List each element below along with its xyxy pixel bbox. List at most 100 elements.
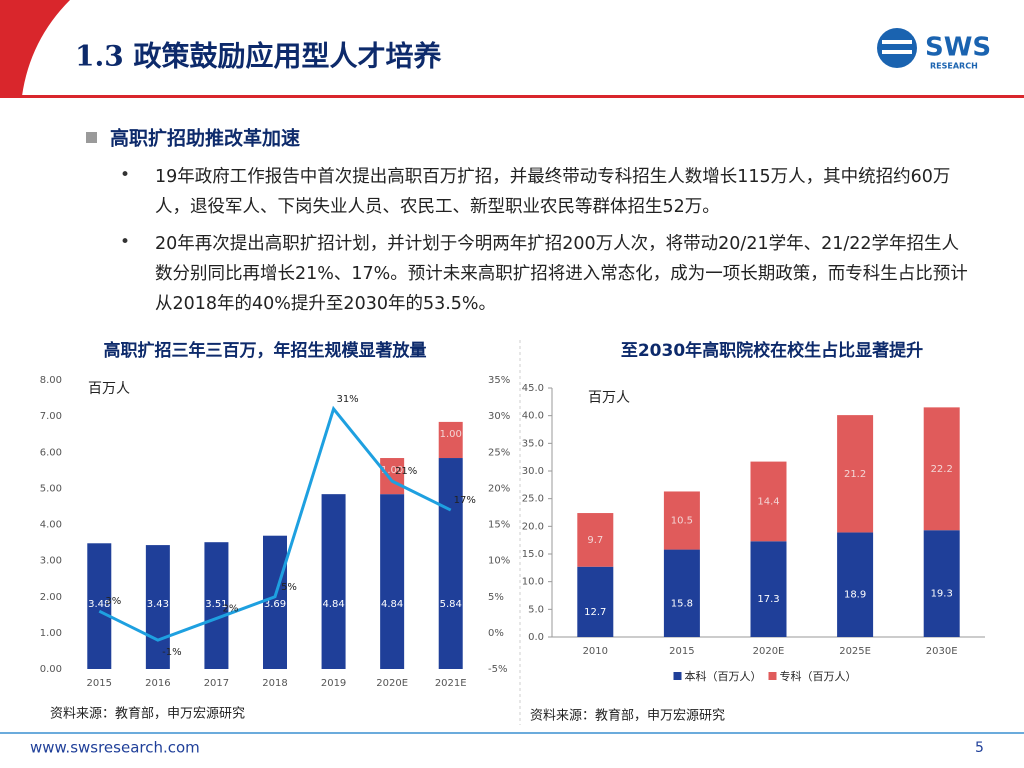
line-label: 21% <box>395 466 417 477</box>
chart-source: 资料来源：教育部，申万宏源研究 <box>50 706 245 722</box>
bar <box>321 494 346 669</box>
bar <box>145 545 170 669</box>
bar-label: 21.2 <box>844 469 866 480</box>
x-tick-label: 2020E <box>753 646 785 657</box>
bar-label: 3.48 <box>88 599 110 610</box>
page-number: 5 <box>975 740 984 756</box>
bar <box>750 541 787 637</box>
line-label: 31% <box>336 394 358 405</box>
y-tick-label: 3.00 <box>40 556 62 567</box>
y-tick-label: 25.0 <box>522 494 544 505</box>
bullet-text: 20年再次提出高职扩招计划，并计划于今明两年扩招200万人次，将带动20/21学… <box>155 234 968 314</box>
y2-tick-label: 10% <box>488 556 510 567</box>
legend-label: 专科（百万人） <box>780 669 857 683</box>
bullet-dot: • <box>120 232 131 252</box>
bar <box>663 549 700 637</box>
y2-tick-label: 25% <box>488 447 510 458</box>
legend-label: 本科（百万人） <box>685 669 762 683</box>
y2-tick-label: 0% <box>488 628 504 639</box>
bullet-text: 19年政府工作报告中首次提出高职百万扩招，并最终带动专科招生人数增长115万人，… <box>155 167 951 217</box>
x-tick-label: 2018 <box>262 678 287 689</box>
y-tick-label: 40.0 <box>522 411 544 422</box>
bar <box>438 421 463 459</box>
y-tick-label: 5.00 <box>40 483 62 494</box>
bar-label: 4.84 <box>322 599 344 610</box>
bar <box>663 491 700 550</box>
bar-label: 4.84 <box>381 599 403 610</box>
line-label: 17% <box>454 495 476 506</box>
x-tick-label: 2015 <box>87 678 112 689</box>
bar-label: 3.69 <box>264 599 286 610</box>
y2-tick-label: 5% <box>488 592 504 603</box>
header-accent <box>0 0 70 96</box>
legend-swatch <box>673 672 682 680</box>
y2-tick-label: 35% <box>488 375 510 386</box>
bar <box>204 542 229 669</box>
bar-label: 3.51 <box>205 599 227 610</box>
y-tick-label: 0.00 <box>40 664 62 675</box>
y-tick-label: 20.0 <box>522 521 544 532</box>
logo-stripe <box>882 40 912 44</box>
y-tick-label: 2.00 <box>40 592 62 603</box>
chart-source: 资料来源：教育部，申万宏源研究 <box>530 708 725 724</box>
bar-label: 18.9 <box>844 590 866 601</box>
unit-label: 百万人 <box>88 381 130 397</box>
bar-label: 1.00 <box>381 465 403 476</box>
bar-label: 9.7 <box>587 535 603 546</box>
footer-url: www.swsresearch.com <box>30 739 200 757</box>
x-tick-label: 2010 <box>583 646 608 657</box>
bar-label: 3.43 <box>147 599 169 610</box>
y2-tick-label: -5% <box>488 664 507 675</box>
bar-label: 22.2 <box>931 464 953 475</box>
line-label: 2% <box>222 603 238 614</box>
section-bullet <box>86 132 97 143</box>
bar-label: 17.3 <box>757 594 779 605</box>
x-tick-label: 2019 <box>321 678 346 689</box>
slide-title: 1.3 政策鼓励应用型人才培养 <box>75 40 441 73</box>
y2-tick-label: 20% <box>488 483 510 494</box>
bar-label: 12.7 <box>584 607 606 618</box>
bar-label: 1.00 <box>440 429 462 440</box>
y-tick-label: 45.0 <box>522 383 544 394</box>
bar <box>380 458 405 495</box>
bar-label: 14.4 <box>757 496 779 507</box>
bullet-dot: • <box>120 165 131 185</box>
y2-tick-label: 15% <box>488 520 510 531</box>
y-tick-label: 1.00 <box>40 628 62 639</box>
y-tick-label: 8.00 <box>40 375 62 386</box>
y-tick-label: 6.00 <box>40 447 62 458</box>
bar <box>577 513 614 567</box>
y-tick-label: 5.0 <box>528 604 544 615</box>
legend-swatch <box>768 672 777 680</box>
bar <box>577 566 614 637</box>
x-tick-label: 2020E <box>376 678 408 689</box>
bar-label: 19.3 <box>931 589 953 600</box>
logo-name: SWS <box>925 33 991 63</box>
line-label: -1% <box>162 647 181 658</box>
section-heading: 高职扩招助推改革加速 <box>110 127 300 150</box>
line-label: 5% <box>281 582 297 593</box>
chart-title: 至2030年高职院校在校生占比显著提升 <box>621 340 923 361</box>
x-tick-label: 2015 <box>669 646 694 657</box>
bar <box>923 407 960 531</box>
bar <box>837 415 874 533</box>
bar <box>263 535 287 669</box>
bar <box>837 532 874 637</box>
bar <box>923 530 960 637</box>
line-label: 3% <box>105 596 121 607</box>
line <box>98 405 452 642</box>
logo-icon <box>877 28 917 68</box>
logo-stripe <box>882 50 912 54</box>
x-tick-label: 2025E <box>839 646 871 657</box>
y-tick-label: 4.00 <box>40 520 62 531</box>
logo-sub: RESEARCH <box>930 62 978 71</box>
header-rule <box>0 95 1024 98</box>
y-tick-label: 35.0 <box>522 438 544 449</box>
unit-label: 百万人 <box>588 390 630 406</box>
bar-label: 5.84 <box>440 599 462 610</box>
x-tick-label: 2021E <box>435 678 467 689</box>
x-tick-label: 2017 <box>204 678 229 689</box>
y-tick-label: 10.0 <box>522 577 544 588</box>
